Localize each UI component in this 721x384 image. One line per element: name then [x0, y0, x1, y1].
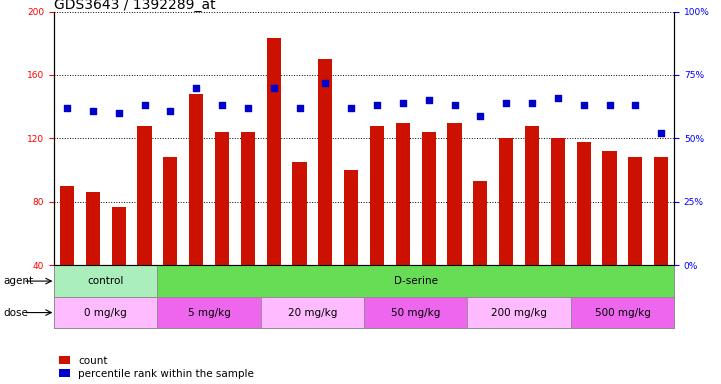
Text: 500 mg/kg: 500 mg/kg: [595, 308, 650, 318]
Legend: count, percentile rank within the sample: count, percentile rank within the sample: [59, 356, 254, 379]
Bar: [499, 138, 513, 329]
Point: [345, 105, 357, 111]
Bar: [525, 126, 539, 329]
Point: [242, 105, 254, 111]
Point: [603, 103, 615, 109]
Bar: [157, 297, 261, 328]
Point: [371, 103, 383, 109]
Text: dose: dose: [4, 308, 29, 318]
Bar: [654, 157, 668, 329]
Bar: [628, 157, 642, 329]
Point: [61, 105, 73, 111]
Point: [526, 100, 538, 106]
Bar: [318, 59, 332, 329]
Text: agent: agent: [4, 276, 34, 286]
Point: [216, 103, 228, 109]
Bar: [112, 207, 125, 329]
Bar: [163, 157, 177, 329]
Point: [500, 100, 512, 106]
Point: [448, 103, 460, 109]
Bar: [448, 122, 461, 329]
Text: 200 mg/kg: 200 mg/kg: [491, 308, 547, 318]
Bar: [60, 186, 74, 329]
Bar: [86, 192, 100, 329]
Bar: [467, 297, 571, 328]
Bar: [241, 132, 255, 329]
Bar: [370, 126, 384, 329]
Point: [629, 103, 641, 109]
Bar: [215, 132, 229, 329]
Text: GDS3643 / 1392289_at: GDS3643 / 1392289_at: [54, 0, 216, 12]
Point: [474, 113, 486, 119]
Point: [164, 108, 176, 114]
Text: D-serine: D-serine: [394, 276, 438, 286]
Text: control: control: [87, 276, 124, 286]
Point: [113, 110, 125, 116]
Text: 50 mg/kg: 50 mg/kg: [391, 308, 441, 318]
Bar: [571, 297, 674, 328]
Point: [293, 105, 305, 111]
Bar: [54, 297, 157, 328]
Bar: [422, 132, 435, 329]
Point: [138, 103, 150, 109]
Point: [319, 79, 331, 86]
Bar: [261, 297, 364, 328]
Point: [190, 84, 202, 91]
Bar: [577, 142, 590, 329]
Bar: [364, 297, 467, 328]
Bar: [138, 126, 151, 329]
Point: [552, 95, 564, 101]
Bar: [551, 138, 565, 329]
Bar: [344, 170, 358, 329]
Point: [655, 130, 667, 136]
Bar: [473, 181, 487, 329]
Point: [87, 108, 99, 114]
Text: 0 mg/kg: 0 mg/kg: [84, 308, 127, 318]
Point: [578, 103, 590, 109]
Bar: [157, 265, 674, 297]
Bar: [267, 38, 280, 329]
Text: 20 mg/kg: 20 mg/kg: [288, 308, 337, 318]
Bar: [54, 265, 157, 297]
Point: [268, 84, 280, 91]
Bar: [396, 122, 410, 329]
Bar: [293, 162, 306, 329]
Point: [397, 100, 409, 106]
Bar: [189, 94, 203, 329]
Point: [423, 97, 435, 103]
Bar: [603, 151, 616, 329]
Text: 5 mg/kg: 5 mg/kg: [187, 308, 231, 318]
